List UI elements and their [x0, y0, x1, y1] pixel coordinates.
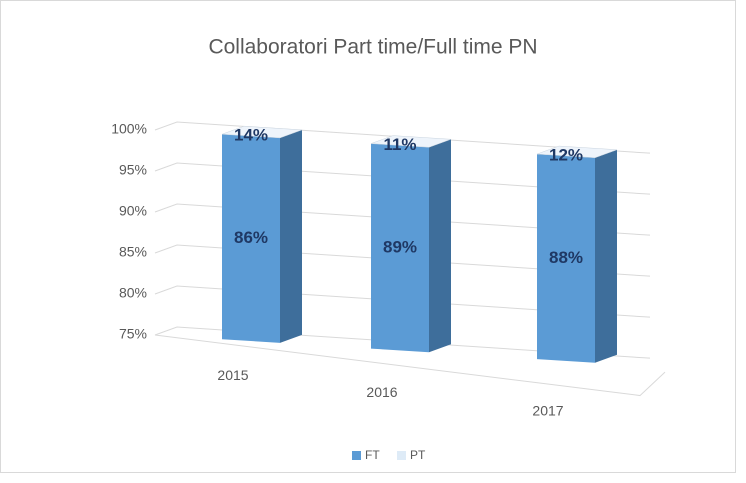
grid-line: [154, 244, 651, 277]
bar-top: [536, 145, 618, 158]
chart-title: Collaboratori Part time/Full time PN: [208, 36, 537, 59]
legend-label: PT: [410, 448, 426, 462]
y-tick-label: 95%: [119, 162, 147, 178]
grid-line: [154, 326, 651, 359]
y-tick-label: 75%: [119, 326, 147, 342]
value-label: 14%: [234, 126, 268, 145]
legend-swatch: [397, 451, 406, 460]
value-label: 89%: [383, 237, 417, 256]
bar-side: [595, 149, 617, 363]
x-tick-label: 2016: [366, 384, 397, 400]
x-tick-label: 2015: [217, 367, 248, 383]
y-tick-label: 85%: [119, 244, 147, 260]
bar-top: [221, 125, 303, 139]
bar-side: [429, 139, 451, 353]
bar-side: [280, 129, 302, 343]
grid-line: [154, 121, 651, 154]
legend-swatch: [352, 451, 361, 460]
x-tick-label: 2017: [532, 403, 563, 419]
value-label: 88%: [549, 248, 583, 267]
value-label: 12%: [549, 145, 583, 164]
grid-line: [154, 203, 651, 236]
y-tick-label: 100%: [111, 121, 147, 137]
legend-label: FT: [365, 448, 380, 462]
chart-frame: [0, 0, 736, 473]
bar: [371, 143, 429, 353]
value-label: 11%: [383, 135, 416, 154]
bar-top: [370, 135, 452, 148]
y-tick-label: 80%: [119, 285, 147, 301]
y-tick-label: 90%: [119, 203, 147, 219]
grid-line: [154, 162, 651, 195]
grid-line: [154, 285, 651, 318]
bar: [222, 134, 280, 343]
value-label: 86%: [234, 228, 268, 247]
bar: [537, 154, 595, 363]
floor-edge: [154, 334, 666, 397]
